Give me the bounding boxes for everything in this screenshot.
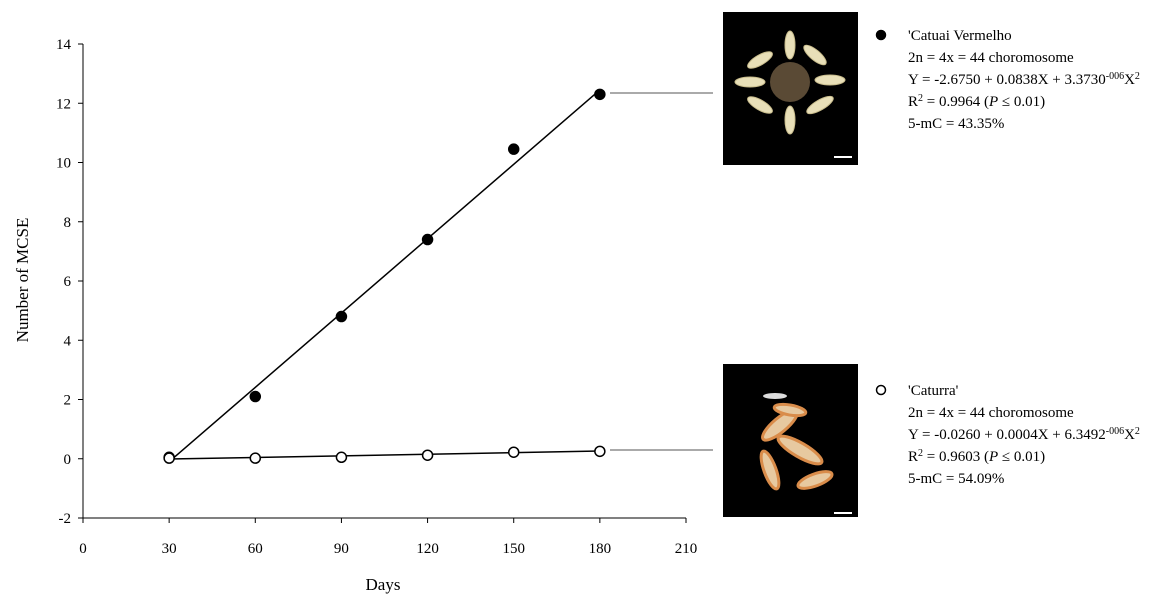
- legend-label: 'Catuai Vermelho: [908, 28, 1012, 44]
- x-tick-label: 180: [589, 541, 612, 557]
- legend-text: R: [908, 449, 918, 465]
- legend-text: -006: [1106, 71, 1124, 82]
- legend-line: Y = -0.0260 + 0.0004X + 6.3492-006X2: [908, 426, 1140, 444]
- legend-text: P: [988, 94, 998, 110]
- x-tick-label: 30: [162, 541, 177, 557]
- x-tick-label: 210: [675, 541, 698, 557]
- fit-line: [168, 89, 601, 463]
- legend-text: 5-mC = 54.09%: [908, 471, 1004, 487]
- legend-text: 2: [1135, 426, 1140, 437]
- legend-line: R2 = 0.9964 (P ≤ 0.01): [908, 93, 1045, 111]
- data-point: [421, 233, 434, 246]
- legend-text: X: [1124, 427, 1135, 443]
- legend-line: Y = -2.6750 + 0.0838X + 3.3730-006X2: [908, 71, 1140, 89]
- data-point: [335, 451, 348, 464]
- legend-label: 'Caturra': [908, 383, 959, 399]
- data-point: [163, 452, 175, 464]
- legend-text: 2: [918, 93, 923, 104]
- legend-marker: [875, 29, 887, 41]
- legend-text: 2: [918, 448, 923, 459]
- legend-text: -006: [1106, 426, 1124, 437]
- data-point: [507, 143, 520, 155]
- y-tick-label: 0: [64, 452, 72, 468]
- data-point: [594, 445, 606, 458]
- x-tick-label: 150: [502, 541, 525, 557]
- y-tick-label: 10: [56, 156, 71, 172]
- legend-line: 2n = 4x = 44 choromosome: [908, 50, 1074, 66]
- y-tick-label: 6: [64, 274, 72, 290]
- legend-text: Y = -0.0260 + 0.0004X + 6.3492: [908, 427, 1106, 443]
- legend-text: ≤ 0.01): [998, 94, 1045, 110]
- x-tick-label: 90: [334, 541, 349, 557]
- legend-marker: [875, 384, 887, 396]
- legend-text: 5-mC = 43.35%: [908, 116, 1004, 132]
- y-tick-label: 12: [56, 96, 71, 112]
- y-tick-label: 14: [56, 37, 72, 53]
- photo: [723, 12, 858, 165]
- legend-text: 2n = 4x = 44 choromosome: [908, 405, 1074, 421]
- data-point: [335, 310, 348, 323]
- data-point: [594, 88, 606, 101]
- legend-text: P: [988, 449, 998, 465]
- x-axis-label: Days: [366, 575, 401, 594]
- legend-text: = 0.9603 (: [923, 449, 989, 465]
- legend-text: ≤ 0.01): [998, 449, 1045, 465]
- x-tick-label: 0: [79, 541, 87, 557]
- legend-text: R: [908, 94, 918, 110]
- y-tick-label: 8: [64, 215, 72, 231]
- legend-line: 5-mC = 54.09%: [908, 471, 1004, 487]
- legend-line: 2n = 4x = 44 choromosome: [908, 405, 1074, 421]
- y-tick-label: 4: [64, 333, 72, 349]
- legend-text: X: [1124, 72, 1135, 88]
- x-tick-label: 120: [416, 541, 439, 557]
- x-tick-label: 60: [248, 541, 263, 557]
- legend-text: 2n = 4x = 44 choromosome: [908, 50, 1074, 66]
- legend-text: 2: [1135, 71, 1140, 82]
- legend-line: 5-mC = 43.35%: [908, 116, 1004, 132]
- data-point: [507, 446, 520, 458]
- y-tick-label: -2: [59, 511, 72, 527]
- data-point: [421, 449, 434, 461]
- photo: [723, 364, 858, 517]
- legend-line: R2 = 0.9603 (P ≤ 0.01): [908, 448, 1045, 466]
- y-tick-label: 2: [64, 393, 72, 409]
- legend-text: Y = -2.6750 + 0.0838X + 3.3730: [908, 72, 1106, 88]
- data-point: [249, 452, 262, 464]
- legend-text: = 0.9964 (: [923, 94, 989, 110]
- data-point: [249, 390, 262, 403]
- y-axis-label: Number of MCSE: [13, 218, 32, 343]
- fit-line: [169, 450, 600, 460]
